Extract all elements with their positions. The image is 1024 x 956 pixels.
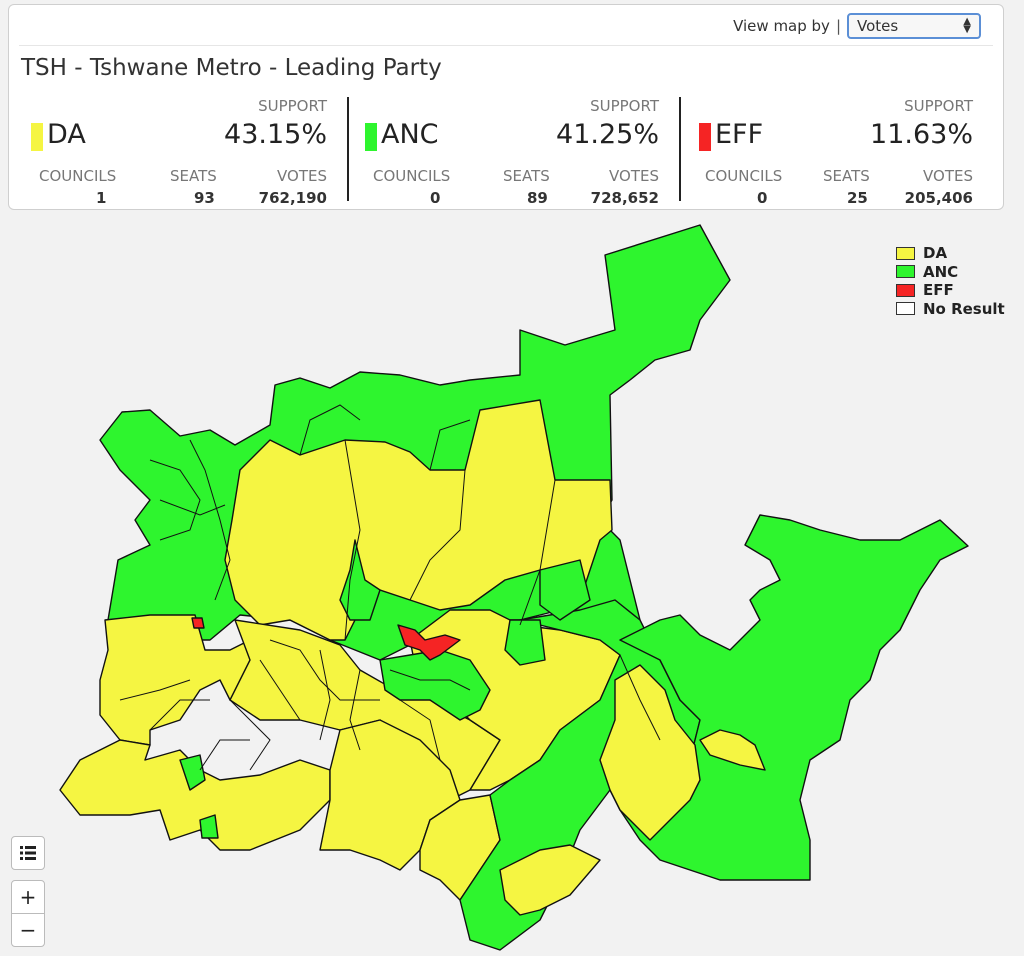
votes-value: 728,652 (590, 189, 659, 207)
seats-label: SEATS (170, 167, 217, 185)
support-label: SUPPORT (590, 97, 659, 115)
ward-boundary (259, 659, 301, 721)
votes-value: 205,406 (904, 189, 973, 207)
page-title: TSH - Tshwane Metro - Leading Party (21, 55, 442, 81)
map-region-anc (199, 814, 219, 839)
legend-swatch (896, 265, 915, 279)
ward-boundary (389, 669, 471, 691)
votes-label: VOTES (277, 167, 327, 185)
zoom-out-button[interactable]: − (11, 913, 45, 947)
ward-boundary (149, 459, 201, 541)
minus-icon: − (19, 918, 37, 942)
legend-item: No Result (896, 300, 1005, 319)
map-region-anc (339, 539, 381, 621)
map-region-da (319, 719, 461, 871)
legend-item: ANC (896, 263, 1005, 282)
list-icon (20, 846, 36, 860)
party-color-swatch (365, 123, 377, 151)
support-label: SUPPORT (904, 97, 973, 115)
support-label: SUPPORT (258, 97, 327, 115)
councils-value: 1 (96, 189, 107, 207)
legend-swatch (896, 246, 915, 260)
legend-swatch (896, 283, 915, 297)
legend-label: EFF (923, 281, 954, 300)
councils-label: COUNCILS (705, 167, 783, 185)
plus-icon: + (19, 885, 37, 909)
legend-swatch (896, 302, 915, 316)
map-region-eff (191, 617, 205, 629)
legend-label: No Result (923, 299, 1005, 318)
seats-value: 25 (847, 189, 868, 207)
councils-label: COUNCILS (373, 167, 451, 185)
ward-boundary (229, 699, 271, 771)
votes-label: VOTES (609, 167, 659, 185)
party-card-eff: SUPPORT EFF 11.63% COUNCILS SEATS VOTES … (697, 93, 973, 207)
seats-value: 93 (194, 189, 215, 207)
select-arrows-icon: ▲ ▼ (963, 16, 971, 35)
councils-value: 0 (757, 189, 768, 207)
results-panel: View map by | Votes ▲ ▼ TSH - Tshwane Met… (8, 4, 1004, 210)
party-color-swatch (699, 123, 711, 151)
zoom-in-button[interactable]: + (11, 880, 45, 914)
view-by-value: Votes (857, 17, 899, 35)
ward-boundary (319, 649, 331, 741)
view-by-control: View map by | Votes ▲ ▼ (733, 13, 981, 39)
legend-item: DA (896, 244, 1005, 263)
councils-value: 0 (430, 189, 441, 207)
party-name: ANC (381, 119, 439, 150)
map-region-da (99, 614, 271, 746)
party-support: 43.15% (224, 119, 327, 150)
view-by-label: View map by (733, 17, 830, 35)
ward-boundary (119, 679, 191, 701)
ward-map[interactable] (0, 220, 1024, 956)
header-divider (19, 45, 993, 46)
ward-boundary (189, 439, 231, 601)
ward-boundary (349, 669, 361, 751)
ward-boundary (149, 699, 210, 731)
ward-boundary (399, 699, 441, 761)
party-divider (347, 97, 349, 201)
councils-label: COUNCILS (39, 167, 117, 185)
ward-boundary (159, 499, 226, 516)
legend-label: DA (923, 244, 948, 263)
votes-value: 762,190 (258, 189, 327, 207)
party-name: EFF (715, 119, 764, 150)
party-support: 41.25% (556, 119, 659, 150)
ward-boundary (429, 419, 471, 471)
map-region-eff (397, 624, 461, 661)
view-by-separator: | (835, 17, 841, 35)
layers-button[interactable] (11, 836, 45, 870)
view-by-select[interactable]: Votes ▲ ▼ (847, 13, 981, 39)
map-region-anc (179, 754, 206, 791)
map-region-anc (539, 559, 591, 621)
seats-value: 89 (527, 189, 548, 207)
ward-boundary (344, 439, 361, 641)
map-region-da (699, 729, 766, 771)
ward-boundary (199, 739, 250, 771)
party-card-da: SUPPORT DA 43.15% COUNCILS SEATS VOTES 1… (29, 93, 327, 207)
ward-boundary (519, 479, 556, 626)
map-region-anc (504, 619, 546, 666)
seats-label: SEATS (503, 167, 550, 185)
ward-boundary (299, 404, 361, 456)
votes-label: VOTES (923, 167, 973, 185)
party-support: 11.63% (870, 119, 973, 150)
ward-boundary (409, 469, 466, 601)
legend-item: EFF (896, 281, 1005, 300)
party-name: DA (47, 119, 86, 150)
ward-boundary (269, 639, 380, 701)
map-legend: DA ANC EFF No Result (896, 244, 1005, 318)
map-region-da (599, 664, 701, 841)
party-card-anc: SUPPORT ANC 41.25% COUNCILS SEATS VOTES … (363, 93, 659, 207)
seats-label: SEATS (823, 167, 870, 185)
legend-label: ANC (923, 262, 959, 281)
ward-boundary (619, 654, 661, 741)
party-divider (679, 97, 681, 201)
party-color-swatch (31, 123, 43, 151)
map-region-da (499, 844, 601, 916)
